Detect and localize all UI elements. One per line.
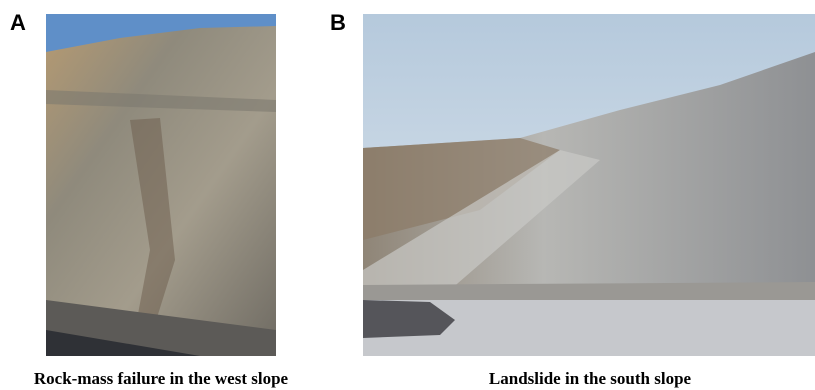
figure: A Rock-mass failure in the west slope B …	[0, 0, 815, 390]
photo-a	[46, 14, 276, 356]
panel-label: A	[10, 10, 26, 35]
panel-caption: Rock-mass failure in the west slope	[34, 369, 289, 388]
panel-caption: Landslide in the south slope	[489, 369, 692, 388]
photo-b	[363, 14, 815, 356]
panel-label: B	[330, 10, 346, 35]
